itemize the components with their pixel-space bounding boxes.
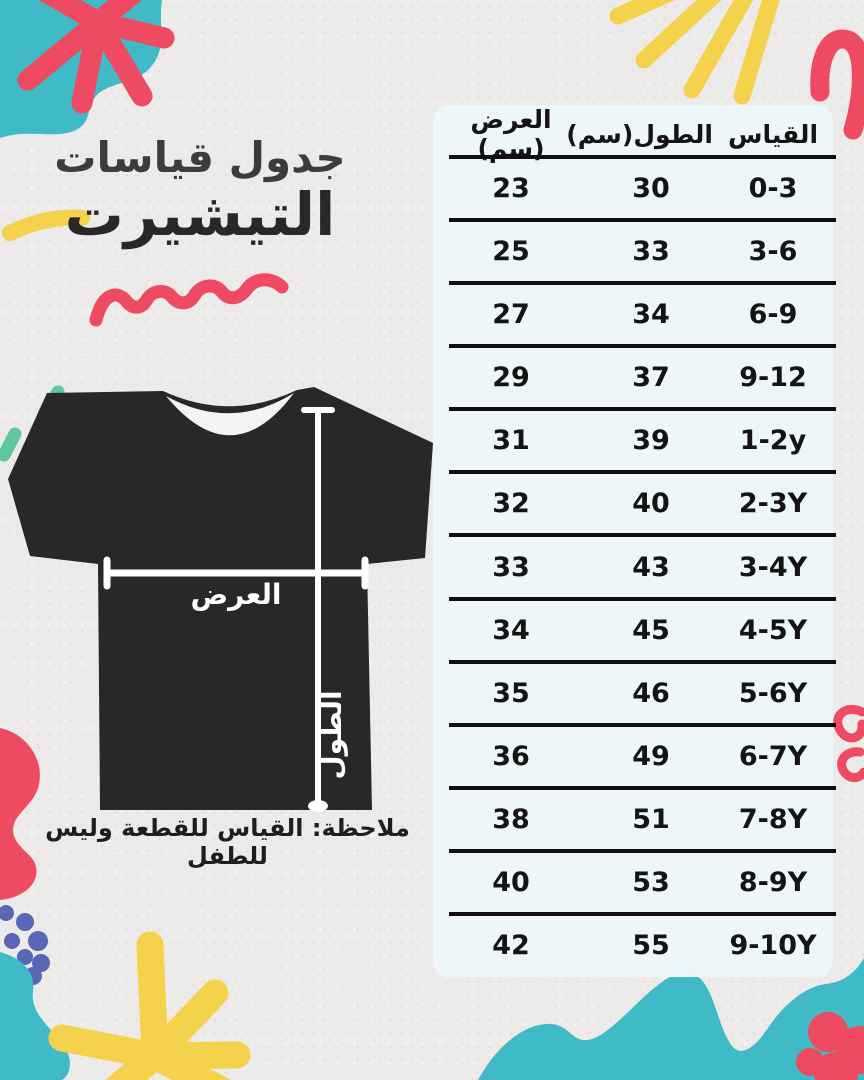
length-cell: 55 [632,929,670,961]
length-line-cap [308,800,328,812]
table-row: 3-6 33 25 [433,218,836,283]
size-cell: 1-2y [739,425,807,457]
red-asterisk-icon [17,0,175,114]
red-curl-icon [833,704,864,783]
tshirt-diagram: العرض الطول [8,387,433,812]
table-row: 5-6Y 46 35 [433,659,836,725]
length-label: الطول [315,690,348,779]
table-row: 2-3Y 40 32 [433,470,836,535]
length-cell: 40 [632,488,670,520]
table-row: 7-8Y 51 38 [433,785,836,851]
length-measure-line [301,407,335,807]
width-cell: 33 [492,551,530,583]
size-cell: 3-6 [748,236,798,268]
red-arch-icon [810,29,864,140]
yellow-rays-icon [609,0,780,105]
size-cell: 6-9 [748,299,798,331]
teal-blob-bottom-left [0,952,70,1080]
length-cell: 51 [632,803,670,835]
yellow-star-icon [48,931,251,1080]
length-cell: 37 [632,362,670,394]
header-length: الطول(سم) [566,119,713,149]
width-cell: 38 [492,803,530,835]
width-cell: 42 [492,929,530,961]
size-cell: 5-6Y [738,677,808,709]
size-table: القياس الطول(سم) العرض (سم) 0-3 30 23 3-6 33… [433,105,836,977]
red-blob-left [0,728,40,900]
table-row: 6-7Y 49 36 [433,722,836,788]
length-cell: 49 [632,740,670,772]
size-cell: 6-7Y [738,740,808,772]
size-table-header: القياس الطول(سم) العرض (سم) [433,105,833,163]
size-cell: 3-4Y [738,551,808,583]
length-cell: 34 [632,299,670,331]
width-cell: 31 [492,425,530,457]
length-cell: 43 [632,551,670,583]
table-row: 1-2y 39 31 [433,407,836,472]
red-flower-icon [796,1012,864,1080]
yellow-dash-icon [2,209,90,241]
title-block: جدول قياسات التيشيرت [35,133,365,250]
length-cell: 45 [632,614,670,646]
width-cell: 29 [492,362,530,394]
table-row: 8-9Y 53 40 [433,848,836,914]
size-cell: 7-8Y [738,803,808,835]
size-cell: 0-3 [748,173,798,205]
poster-title-line1: جدول قياسات [54,133,346,182]
width-cell: 23 [492,173,530,205]
header-size: القياس [727,119,819,149]
length-cell: 46 [632,677,670,709]
size-cell: 9-12 [739,362,807,394]
size-cell: 9-10Y [729,929,817,961]
width-cell: 40 [492,866,530,898]
length-cell: 33 [632,236,670,268]
width-cell: 32 [492,488,530,520]
table-row: 0-3 30 23 [433,154,836,220]
tshirt-collar [166,393,294,436]
length-cell: 39 [632,425,670,457]
width-cell: 27 [492,299,530,331]
width-label: العرض [191,578,282,611]
width-cell: 34 [492,614,530,646]
table-row: 3-4Y 43 33 [433,533,836,598]
width-cell: 25 [492,236,530,268]
table-row: 9-12 37 29 [433,344,836,409]
table-row: 4-5Y 45 34 [433,596,836,662]
length-cell: 53 [632,866,670,898]
table-row: 6-9 34 27 [433,281,836,346]
red-squiggle-underline-icon [89,273,289,327]
length-cell: 30 [632,173,670,205]
size-cell: 4-5Y [738,614,808,646]
width-measure-line [103,556,369,590]
measurement-note: ملاحظة: القياس للقطعة وليس للطفل [45,814,410,870]
teal-wave-bottom-right [478,958,864,1080]
width-cell: 36 [492,740,530,772]
tshirt-shape [8,387,433,810]
width-cell: 35 [492,677,530,709]
size-cell: 2-3Y [738,488,808,520]
size-cell: 8-9Y [738,866,808,898]
table-row: 9-10Y 55 42 [433,911,836,977]
poster-title-line2: التيشيرت [64,180,336,250]
